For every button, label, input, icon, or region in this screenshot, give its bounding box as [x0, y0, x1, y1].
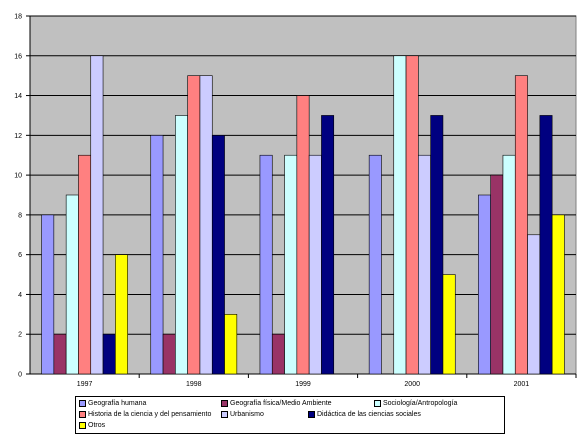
- y-tick-label: 16: [14, 53, 22, 60]
- bar: [368, 154, 382, 375]
- bar: [78, 154, 92, 375]
- y-tick-label: 10: [14, 173, 22, 180]
- legend-swatch: [79, 422, 86, 429]
- x-tick-label: 1998: [186, 381, 202, 388]
- bar: [284, 154, 298, 375]
- bar: [418, 154, 431, 375]
- bar: [90, 55, 104, 375]
- bar: [490, 174, 504, 375]
- bar: [308, 154, 322, 375]
- bar: [224, 314, 238, 375]
- bar: [551, 214, 565, 375]
- legend-item-urbanismo: Urbanismo: [221, 411, 264, 418]
- x-tick-label: 1999: [295, 381, 311, 388]
- y-tick-label: 14: [14, 93, 22, 100]
- bar: [115, 254, 128, 375]
- bar: [53, 333, 67, 375]
- legend-item-geografia-humana: Geografía humana: [79, 400, 146, 407]
- legend: Geografía humana Geografía física/Medio …: [75, 396, 505, 434]
- legend-label: Geografía física/Medio Ambiente: [230, 400, 332, 407]
- bar: [259, 154, 273, 375]
- y-tick-label: 12: [14, 133, 22, 140]
- bar: [502, 154, 516, 375]
- bar: [296, 95, 310, 375]
- legend-swatch: [79, 400, 86, 407]
- legend-swatch: [374, 400, 381, 407]
- y-tick-label: 18: [14, 14, 22, 21]
- bar: [321, 115, 335, 375]
- legend-item-didactica: Didáctica de las ciencias sociales: [308, 411, 421, 418]
- y-tick-label: 6: [18, 252, 22, 259]
- legend-label: Urbanismo: [230, 411, 264, 418]
- legend-label: Didáctica de las ciencias sociales: [317, 411, 421, 418]
- bar: [150, 135, 164, 375]
- bar: [478, 194, 491, 375]
- legend-item-geografia-fisica: Geografía física/Medio Ambiente: [221, 400, 332, 407]
- y-tick-label: 2: [18, 332, 22, 339]
- bar: [187, 75, 201, 375]
- x-tick-label: 2000: [404, 381, 420, 388]
- bar: [393, 55, 407, 375]
- legend-item-historia: Historia de la ciencia y del pensamiento: [79, 411, 211, 418]
- bar: [175, 115, 188, 375]
- bar: [442, 274, 456, 375]
- legend-label: Historia de la ciencia y del pensamiento: [88, 411, 212, 418]
- legend-label: Sociología/Antropología: [383, 400, 458, 407]
- legend-label: Geografía humana: [88, 400, 147, 407]
- y-tick-label: 4: [18, 292, 22, 299]
- y-tick-label: 0: [18, 372, 22, 379]
- bar: [527, 234, 541, 375]
- bar: [41, 214, 55, 375]
- x-tick-label: 2001: [514, 381, 530, 388]
- bar: [514, 75, 528, 375]
- bar: [271, 333, 285, 375]
- bar: [162, 333, 176, 375]
- legend-item-sociologia: Sociología/Antropología: [374, 400, 457, 407]
- legend-swatch: [221, 411, 228, 418]
- bar: [211, 135, 225, 375]
- bar: [430, 115, 444, 375]
- legend-item-otros: Otros: [79, 422, 105, 429]
- y-tick-label: 8: [18, 212, 22, 219]
- x-tick-label: 1997: [77, 381, 93, 388]
- bar: [539, 115, 553, 375]
- legend-swatch: [308, 411, 315, 418]
- bar: [405, 55, 419, 375]
- legend-swatch: [221, 400, 228, 407]
- legend-swatch: [79, 411, 86, 418]
- bar: [102, 333, 116, 375]
- bar: [65, 194, 79, 375]
- legend-label: Otros: [88, 422, 106, 429]
- bar: [199, 75, 213, 375]
